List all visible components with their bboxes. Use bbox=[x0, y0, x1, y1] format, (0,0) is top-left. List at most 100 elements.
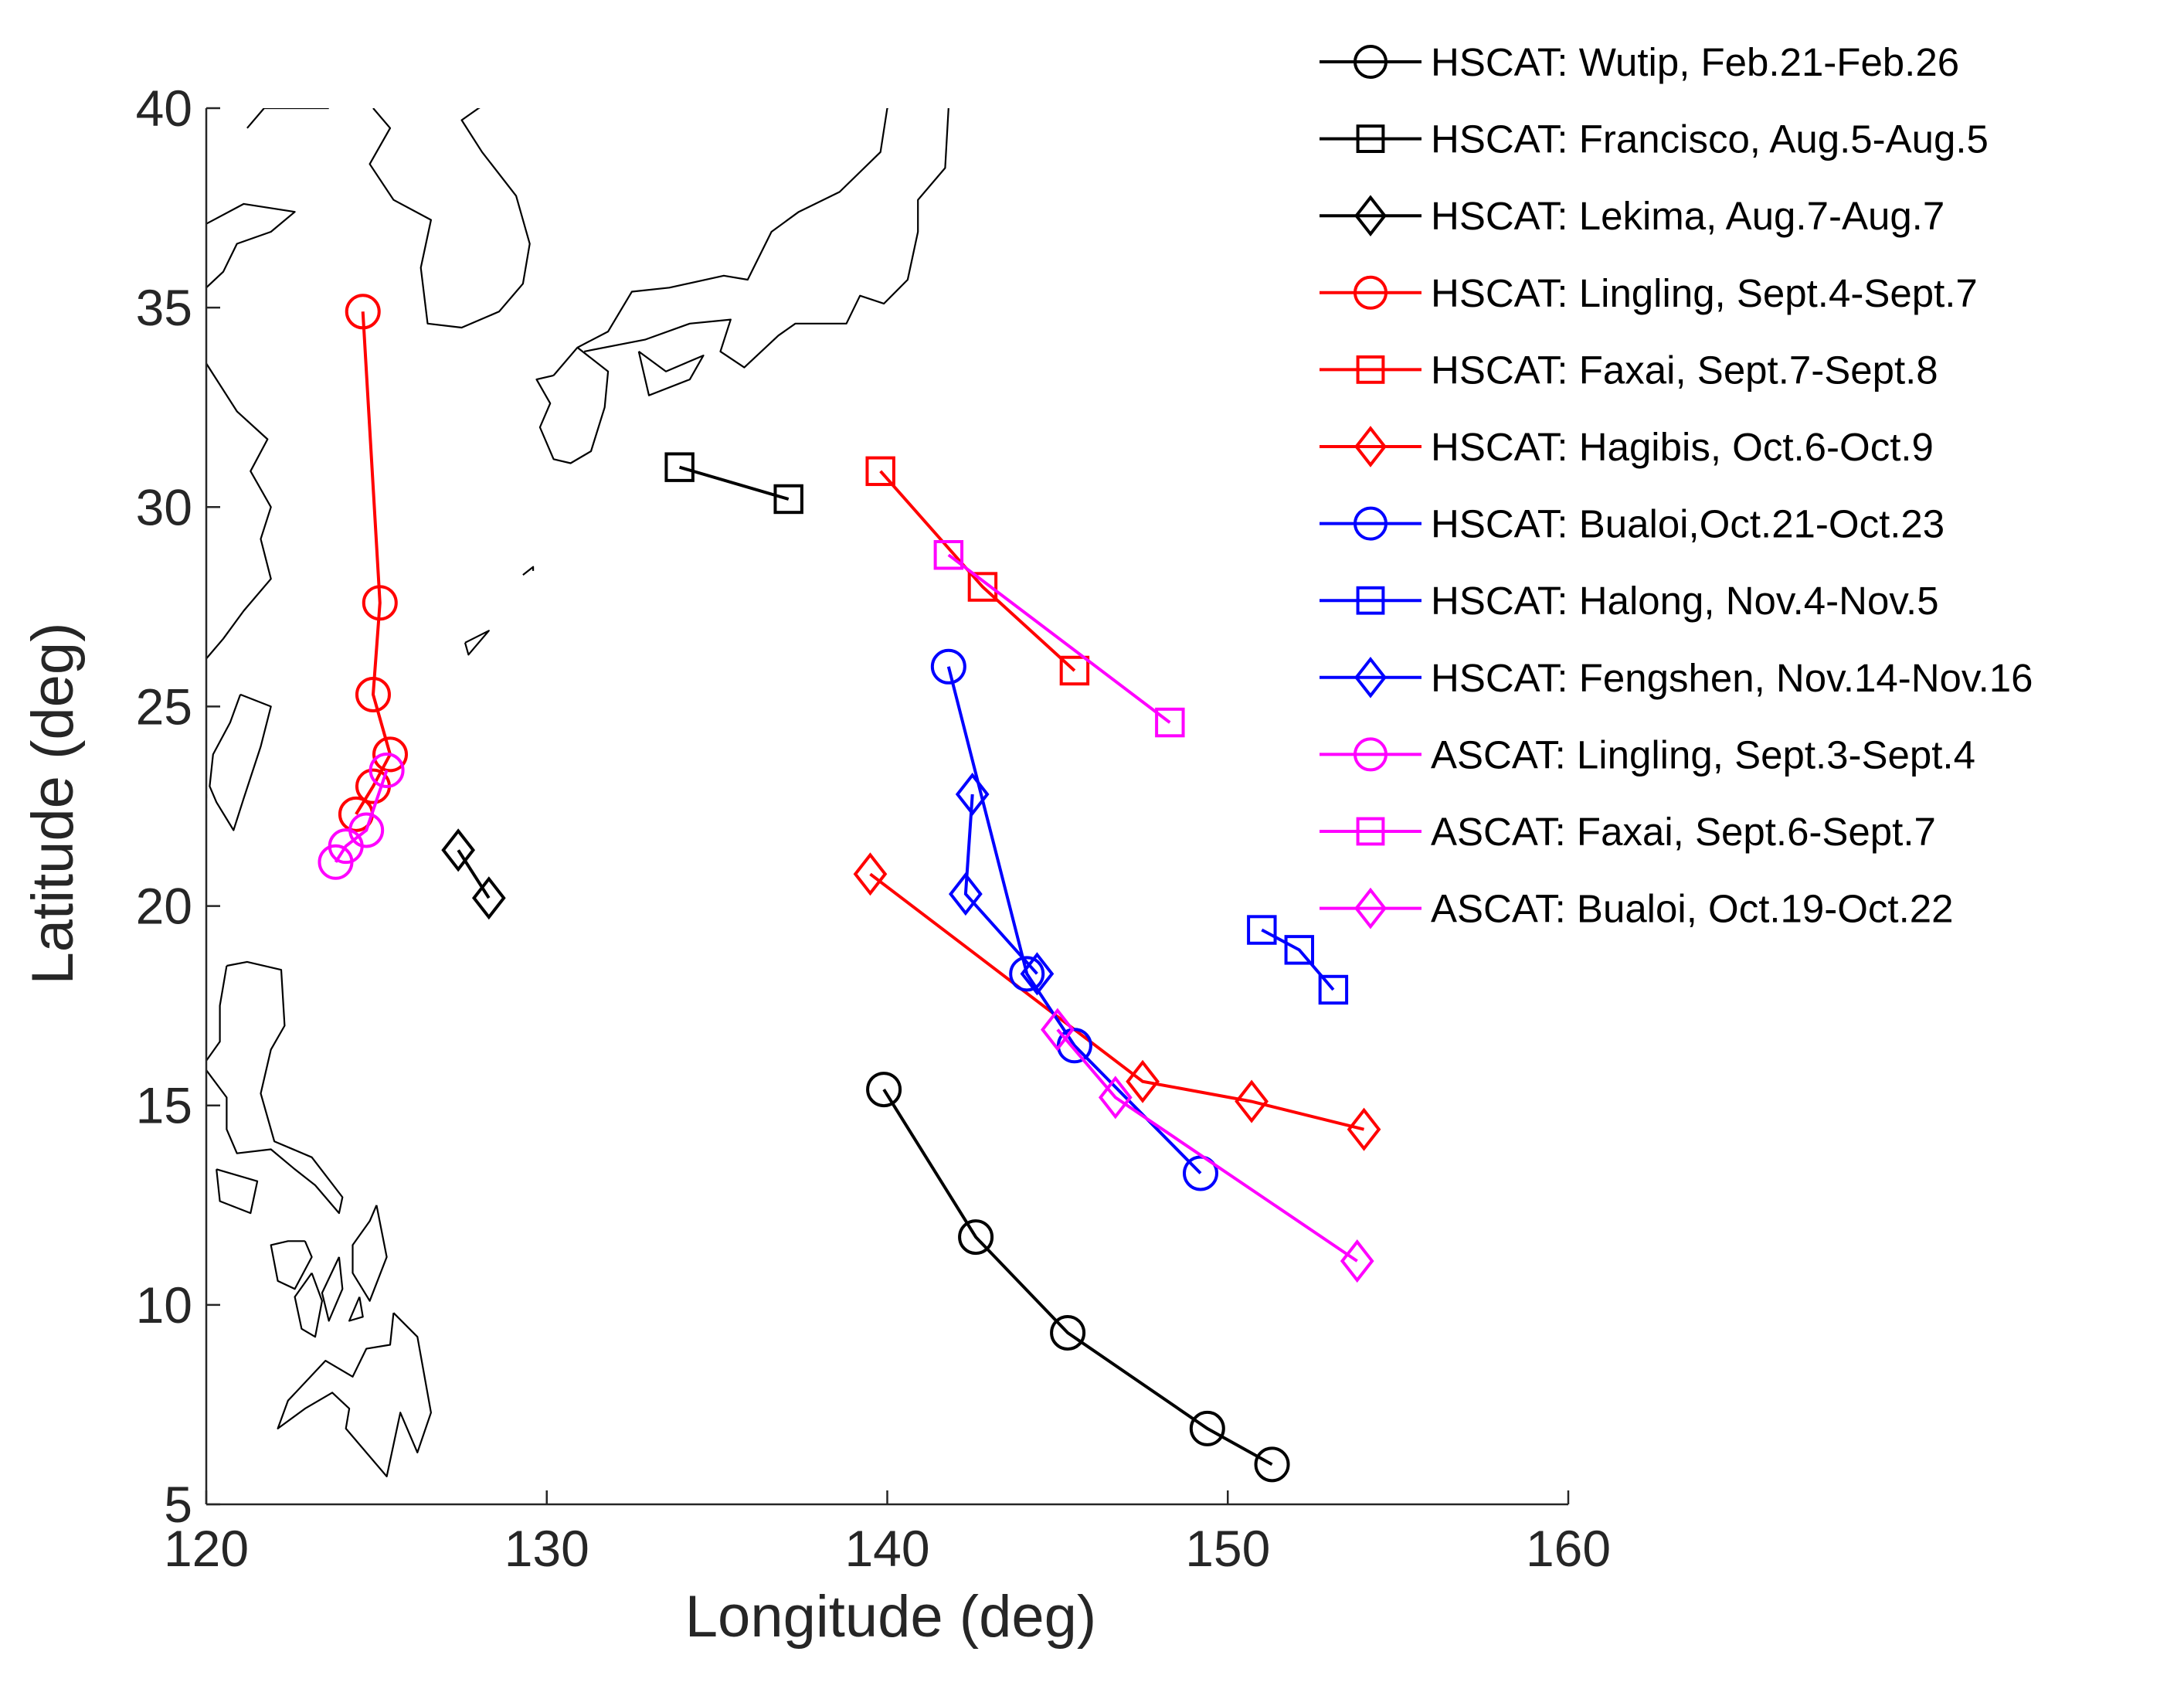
track-series bbox=[338, 294, 409, 832]
track-point bbox=[345, 294, 381, 330]
coastline bbox=[246, 108, 329, 129]
legend-item: HSCAT: Lingling, Sept.4-Sept.7 bbox=[1320, 271, 1978, 315]
legend-label: HSCAT: Fengshen, Nov.14-Nov.16 bbox=[1431, 656, 2033, 700]
track-point bbox=[958, 1219, 994, 1256]
legend-item: ASCAT: Lingling, Sept.3-Sept.4 bbox=[1320, 732, 1975, 777]
legend-item: HSCAT: Bualoi,Oct.21-Oct.23 bbox=[1320, 502, 1945, 546]
track-line bbox=[869, 872, 1364, 1131]
coastline bbox=[277, 1312, 432, 1477]
track-point bbox=[1189, 1410, 1225, 1446]
legend-marker bbox=[1354, 426, 1387, 467]
track-point bbox=[369, 753, 405, 789]
coastline bbox=[369, 108, 531, 329]
y-axis-label: Latitude (deg) bbox=[20, 623, 86, 985]
legend-label: HSCAT: Bualoi,Oct.21-Oct.23 bbox=[1431, 502, 1945, 546]
track-series bbox=[1041, 1008, 1374, 1283]
track-line bbox=[355, 311, 392, 815]
legend-label: ASCAT: Faxai, Sept.6-Sept.7 bbox=[1431, 810, 1936, 854]
coastline bbox=[583, 108, 949, 369]
track-series bbox=[664, 452, 803, 515]
track-point bbox=[1041, 1008, 1075, 1052]
track-line bbox=[963, 794, 1038, 975]
legend-label: HSCAT: Halong, Nov.4-Nov.5 bbox=[1431, 579, 1939, 623]
y-tick-label: 10 bbox=[136, 1276, 192, 1334]
coastline bbox=[206, 202, 296, 289]
track-point bbox=[865, 456, 895, 487]
track-point bbox=[967, 572, 998, 602]
y-tick-label: 30 bbox=[136, 478, 192, 535]
track-series bbox=[853, 852, 1381, 1151]
y-tick-label: 40 bbox=[136, 80, 192, 137]
coastline bbox=[552, 108, 888, 376]
track-point bbox=[866, 1072, 902, 1108]
track-point bbox=[318, 844, 354, 880]
track-point bbox=[1247, 915, 1277, 945]
coastline-map bbox=[206, 108, 949, 1477]
coastline bbox=[637, 351, 705, 396]
coastline bbox=[294, 1272, 323, 1338]
track-point bbox=[1347, 1107, 1381, 1151]
track-point bbox=[853, 852, 888, 896]
legend-marker bbox=[1354, 656, 1387, 698]
legend-marker bbox=[1354, 195, 1387, 237]
y-tick-label: 35 bbox=[136, 279, 192, 336]
x-tick-label: 120 bbox=[164, 1520, 249, 1577]
track-point bbox=[1050, 1314, 1086, 1351]
coastline bbox=[352, 1205, 388, 1302]
coastline bbox=[522, 566, 535, 576]
legend-label: HSCAT: Faxai, Sept.7-Sept.8 bbox=[1431, 348, 1938, 392]
track-series bbox=[441, 828, 506, 920]
track-point bbox=[1254, 1446, 1290, 1483]
track-point bbox=[471, 876, 506, 920]
track-point bbox=[664, 452, 695, 482]
legend-marker bbox=[1354, 737, 1388, 772]
legend-item: HSCAT: Halong, Nov.4-Nov.5 bbox=[1320, 579, 1939, 623]
legend-item: ASCAT: Bualoi, Oct.19-Oct.22 bbox=[1320, 887, 1954, 931]
legend-marker bbox=[1354, 275, 1388, 310]
track-point bbox=[773, 484, 803, 515]
legend-item: HSCAT: Lekima, Aug.7-Aug.7 bbox=[1320, 194, 1945, 238]
y-tick-label: 15 bbox=[136, 1077, 192, 1134]
legend-item: HSCAT: Faxai, Sept.7-Sept.8 bbox=[1320, 348, 1938, 392]
track-line bbox=[679, 465, 790, 501]
track-series bbox=[866, 1072, 1290, 1483]
track-point bbox=[1126, 1059, 1160, 1103]
legend-item: HSCAT: Fengshen, Nov.14-Nov.16 bbox=[1320, 656, 2033, 700]
x-tick-label: 130 bbox=[504, 1520, 589, 1577]
legend-label: ASCAT: Bualoi, Oct.19-Oct.22 bbox=[1431, 887, 1954, 931]
legend-item: ASCAT: Faxai, Sept.6-Sept.7 bbox=[1320, 810, 1936, 854]
legend-marker bbox=[1354, 506, 1388, 541]
track-series bbox=[865, 456, 1090, 686]
legend-marker bbox=[1356, 355, 1385, 384]
legend-marker bbox=[1356, 124, 1385, 153]
x-tick-label: 150 bbox=[1185, 1520, 1270, 1577]
legend-marker bbox=[1354, 887, 1387, 929]
track-point bbox=[1098, 1076, 1133, 1120]
track-point bbox=[1155, 707, 1185, 738]
track-point bbox=[933, 540, 964, 570]
track-point bbox=[1009, 956, 1045, 992]
track-line bbox=[457, 849, 491, 899]
coastline bbox=[348, 1296, 364, 1322]
coastline bbox=[216, 1168, 259, 1215]
track-point bbox=[372, 736, 409, 773]
track-series bbox=[949, 772, 1055, 996]
track-point bbox=[1182, 1155, 1218, 1191]
legend-label: HSCAT: Lekima, Aug.7-Aug.7 bbox=[1431, 194, 1945, 238]
track-point bbox=[1318, 974, 1349, 1005]
x-tick-label: 140 bbox=[844, 1520, 929, 1577]
y-tick-label: 25 bbox=[136, 678, 192, 735]
coastline bbox=[270, 1240, 313, 1290]
track-point bbox=[1235, 1079, 1269, 1123]
track-series bbox=[933, 540, 1185, 738]
track-point bbox=[1020, 952, 1055, 996]
coastline bbox=[209, 693, 272, 831]
coastline bbox=[535, 346, 610, 464]
track-point bbox=[1340, 1239, 1374, 1283]
track-point bbox=[930, 648, 966, 685]
legend-item: HSCAT: Francisco, Aug.5-Aug.5 bbox=[1320, 117, 1989, 161]
coastline bbox=[464, 630, 490, 656]
x-axis-label: Longitude (deg) bbox=[685, 1584, 1096, 1650]
